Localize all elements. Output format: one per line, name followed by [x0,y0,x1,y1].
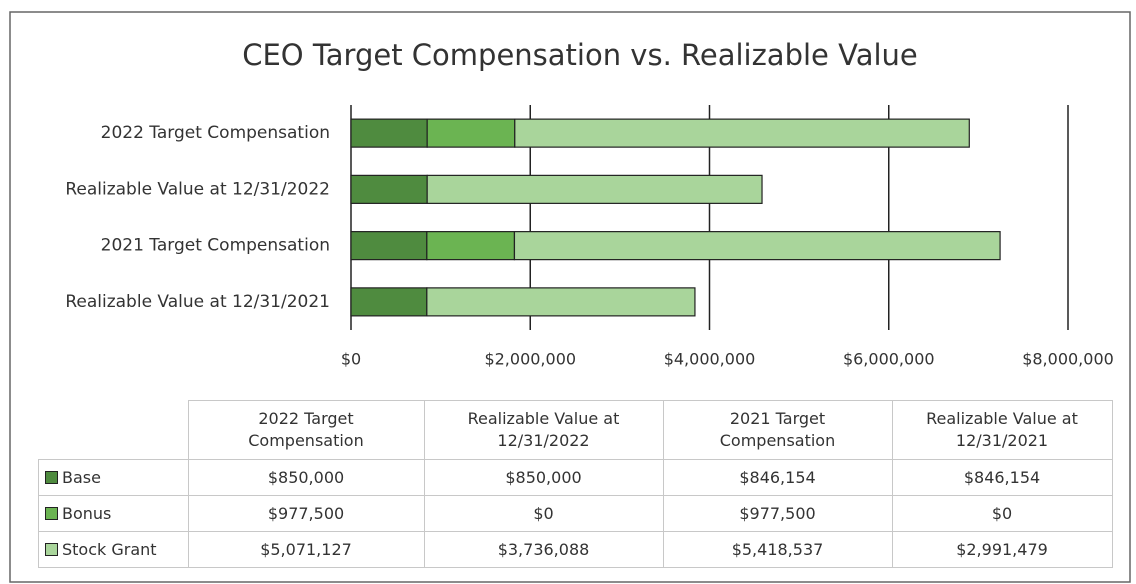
x-tick-label: $0 [341,350,361,369]
bar-segment [514,118,970,148]
legend-swatch [45,507,58,520]
table-cell: $850,000 [423,459,664,496]
bar-segment [426,174,763,204]
table-cell: $977,500 [662,495,893,532]
y-tick-label: Realizable Value at 12/31/2021 [65,292,330,312]
table-cell: $5,418,537 [662,531,893,568]
y-tick-label: 2022 Target Compensation [101,123,330,143]
legend-swatch [45,543,58,556]
table-cell: $0 [423,495,664,532]
table-corner [39,401,189,460]
table-cell: $977,500 [187,495,425,532]
table-header-row: 2022 Target Compensation Realizable Value… [39,400,1113,460]
header-text: Realizable Value at 12/31/2021 [926,409,1078,450]
table-header-cell: Realizable Value at 12/31/2022 [423,400,664,460]
chart-frame [9,11,1131,583]
bar-segment [426,118,516,148]
table-cell: $3,736,088 [423,531,664,568]
bar-segment [426,231,516,261]
table-cell: $0 [891,495,1113,532]
legend-swatch [45,471,58,484]
legend-label: Stock Grant [62,540,157,559]
bar-segment [350,118,428,148]
table-cell: $846,154 [662,459,893,496]
table-row-label: Base [38,459,189,496]
x-tick-label: $2,000,000 [484,350,576,369]
header-text: 2022 Target Compensation [248,409,364,450]
table-row: Bonus $977,500 $0 $977,500 $0 [38,495,1113,532]
legend-label: Bonus [62,504,112,523]
chart-title: CEO Target Compensation vs. Realizable V… [242,38,918,72]
bar-segment [426,287,696,317]
bar-segment [350,174,428,204]
x-tick-label: $8,000,000 [1022,350,1114,369]
y-tick-label: 2021 Target Compensation [101,236,330,256]
table-cell: $846,154 [891,459,1113,496]
table-header-cell: Realizable Value at 12/31/2021 [891,400,1113,460]
bar-segment [513,231,1001,261]
table-row: Stock Grant $5,071,127 $3,736,088 $5,418,53… [38,531,1113,568]
table-row-label: Bonus [38,495,189,532]
bar-segment [350,287,428,317]
data-table: 2022 Target Compensation Realizable Value… [38,400,1113,568]
table-row-label: Stock Grant [38,531,189,568]
header-text: Realizable Value at 12/31/2022 [467,409,620,450]
table-row: Base $850,000 $850,000 $846,154 $846,154 [38,459,1113,496]
legend-label: Base [62,468,101,487]
table-cell: $850,000 [187,459,425,496]
y-tick-label: Realizable Value at 12/31/2022 [65,179,330,199]
bar-segment [350,231,428,261]
table-header-cell: 2022 Target Compensation [187,400,425,460]
x-tick-label: $4,000,000 [664,350,756,369]
table-header-cell: 2021 Target Compensation [662,400,893,460]
table-cell: $5,071,127 [187,531,425,568]
x-tick-label: $6,000,000 [843,350,935,369]
table-cell: $2,991,479 [891,531,1113,568]
header-text: 2021 Target Compensation [719,409,836,450]
